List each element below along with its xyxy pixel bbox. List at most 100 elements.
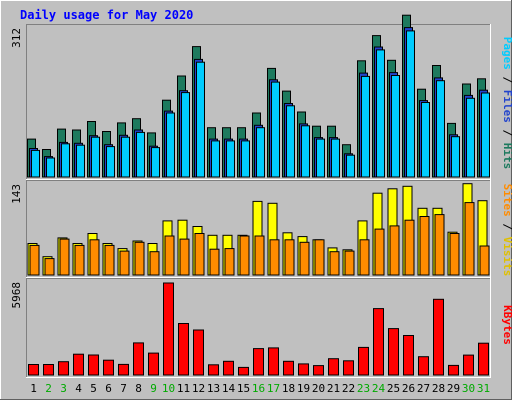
pages-bar-day-16: [256, 127, 265, 178]
hits-panel-legend: Pages / Files / Hits: [501, 37, 512, 170]
sites-bar-day-29: [449, 233, 460, 276]
sites-bar-day-1: [29, 244, 40, 276]
kbytes-bar-day-10: [163, 282, 174, 376]
pages-bar-day-4: [76, 144, 85, 178]
kbytes-max-label: 5968: [10, 282, 23, 309]
kbytes-bar-day-30: [463, 354, 474, 376]
pages-bar-day-17: [271, 81, 280, 178]
sites-bar-day-9: [149, 251, 160, 276]
x-tick-label-day-4: 4: [75, 382, 82, 395]
legend-files: Files: [501, 90, 512, 123]
svg-text:Pages / Files / Hits: Pages / Files / Hits: [501, 37, 512, 170]
legend-hits: Hits: [501, 143, 512, 170]
sites-bar-day-15: [239, 235, 250, 276]
pages-bar-day-1: [31, 149, 40, 178]
pages-bar-day-6: [106, 146, 115, 178]
sites-bar-day-5: [89, 239, 100, 276]
x-tick-label-day-21: 21: [327, 382, 340, 395]
chart-title: Daily usage for May 2020: [20, 8, 193, 22]
legend-separator: /: [501, 70, 512, 90]
kbytes-bar-day-14: [223, 360, 234, 376]
kbytes-panel: 5968: [10, 278, 491, 378]
kbytes-bar-day-31: [478, 342, 489, 376]
sites-bar-day-27: [419, 216, 430, 276]
x-tick-label-day-23: 23: [357, 382, 370, 395]
x-tick-label-day-2: 2: [45, 382, 52, 395]
pages-bar-day-7: [121, 136, 130, 178]
sites-bar-day-17: [269, 239, 280, 276]
x-tick-label-day-13: 13: [207, 382, 220, 395]
x-tick-label-day-15: 15: [237, 382, 250, 395]
visits-panel: 143: [10, 180, 491, 278]
legend-separator: /: [501, 123, 512, 143]
sites-bar-day-28: [434, 214, 445, 276]
x-tick-label-day-18: 18: [282, 382, 295, 395]
x-tick-label-day-7: 7: [120, 382, 127, 395]
pages-bar-day-28: [436, 80, 445, 178]
sites-bar-day-23: [359, 239, 370, 276]
sites-bar-day-11: [179, 238, 190, 276]
kbytes-bar-day-2: [43, 364, 54, 376]
pages-bar-day-29: [451, 136, 460, 178]
x-tick-label-day-26: 26: [402, 382, 415, 395]
pages-bar-day-30: [466, 97, 475, 178]
pages-bar-day-2: [46, 157, 55, 178]
kbytes-bar-day-22: [343, 360, 354, 376]
sites-bar-day-22: [344, 250, 355, 276]
pages-bar-day-8: [136, 131, 145, 178]
sites-bar-day-21: [329, 251, 340, 276]
visits-panel-legend: Sites / Visits: [501, 184, 512, 277]
pages-bar-day-12: [196, 61, 205, 178]
kbytes-panel-legend: KBytes: [501, 305, 512, 345]
x-tick-label-day-6: 6: [105, 382, 112, 395]
pages-bar-day-3: [61, 143, 70, 178]
pages-bar-day-14: [226, 140, 235, 178]
kbytes-bar-day-20: [313, 365, 324, 376]
kbytes-bar-day-21: [328, 358, 339, 376]
x-tick-label-day-20: 20: [312, 382, 325, 395]
pages-bar-day-24: [376, 49, 385, 178]
pages-bar-day-10: [166, 112, 175, 178]
sites-bar-day-18: [284, 239, 295, 276]
kbytes-bar-day-15: [238, 366, 249, 376]
kbytes-bar-day-17: [268, 347, 279, 376]
sites-bar-day-31: [479, 245, 490, 276]
sites-bar-day-3: [59, 238, 70, 276]
sites-bar-day-25: [389, 225, 400, 276]
kbytes-bar-day-26: [403, 335, 414, 376]
pages-bar-day-22: [346, 154, 355, 178]
x-tick-label-day-19: 19: [297, 382, 310, 395]
x-tick-label-day-25: 25: [387, 382, 400, 395]
sites-bar-day-13: [209, 248, 220, 276]
sites-bar-day-26: [404, 219, 415, 276]
kbytes-bar-day-9: [148, 352, 159, 376]
sites-bar-day-19: [299, 241, 310, 276]
x-tick-label-day-10: 10: [162, 382, 175, 395]
kbytes-bar-day-7: [118, 363, 129, 376]
pages-bar-day-5: [91, 136, 100, 178]
kbytes-bar-day-24: [373, 308, 384, 376]
pages-bar-day-27: [421, 102, 430, 178]
sites-bar-day-20: [314, 239, 325, 276]
pages-bar-day-19: [301, 125, 310, 178]
sites-bar-day-7: [119, 250, 130, 276]
kbytes-bar-day-18: [283, 360, 294, 376]
sites-bar-day-30: [464, 202, 475, 276]
sites-bar-day-4: [74, 244, 85, 276]
x-tick-label-day-27: 27: [417, 382, 430, 395]
pages-bar-day-20: [316, 138, 325, 178]
hits-max-label: 312: [10, 28, 23, 48]
x-tick-label-day-28: 28: [432, 382, 445, 395]
pages-bar-day-13: [211, 140, 220, 178]
legend-kbytes: KBytes: [501, 305, 512, 345]
kbytes-bar-day-4: [73, 353, 84, 376]
kbytes-bar-day-16: [253, 348, 264, 376]
legend-visits: Visits: [501, 237, 512, 277]
x-tick-label-day-14: 14: [222, 382, 236, 395]
sites-bar-day-16: [254, 235, 265, 276]
x-tick-label-day-17: 17: [267, 382, 280, 395]
x-tick-label-day-30: 30: [462, 382, 475, 395]
kbytes-bar-day-13: [208, 364, 219, 376]
